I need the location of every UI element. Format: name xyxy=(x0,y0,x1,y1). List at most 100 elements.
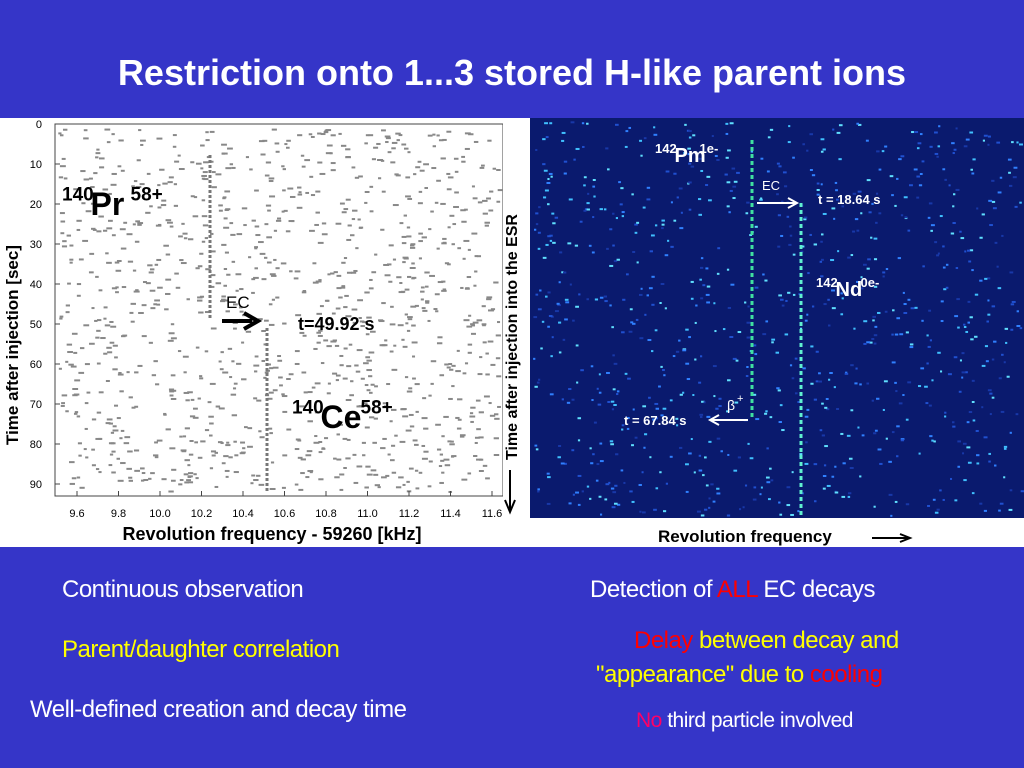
noise-dot xyxy=(172,145,177,148)
noise-dot xyxy=(643,446,646,449)
noise-dot xyxy=(542,163,546,166)
noise-dot xyxy=(1009,489,1013,492)
noise-dot xyxy=(929,145,933,148)
noise-dot xyxy=(199,375,203,378)
noise-dot xyxy=(594,298,599,301)
noise-dot xyxy=(473,140,479,143)
noise-dot xyxy=(307,420,313,423)
noise-dot xyxy=(537,490,540,493)
noise-dot xyxy=(588,244,592,247)
noise-dot xyxy=(403,147,409,150)
noise-dot xyxy=(799,453,803,456)
noise-dot xyxy=(76,476,81,479)
noise-dot xyxy=(776,387,780,390)
noise-dot xyxy=(364,201,368,204)
noise-dot xyxy=(165,278,172,281)
noise-dot xyxy=(422,309,428,312)
right-noise xyxy=(533,121,1024,517)
noise-dot xyxy=(969,316,973,319)
noise-dot xyxy=(586,208,590,211)
noise-dot xyxy=(66,234,72,237)
noise-dot xyxy=(256,399,262,402)
noise-dot xyxy=(389,350,394,353)
noise-dot xyxy=(395,174,401,177)
noise-dot xyxy=(123,442,130,445)
noise-dot xyxy=(493,454,500,457)
noise-dot xyxy=(457,398,463,401)
noise-dot xyxy=(107,351,113,354)
noise-dot xyxy=(268,180,274,183)
noise-dot xyxy=(105,252,109,255)
noise-dot xyxy=(188,453,194,456)
noise-dot xyxy=(263,376,267,379)
noise-dot xyxy=(596,463,600,466)
x-tick-label: 11.0 xyxy=(357,508,378,520)
noise-dot xyxy=(642,206,646,209)
noise-dot xyxy=(572,493,575,496)
noise-dot xyxy=(873,237,878,240)
noise-dot xyxy=(835,198,839,201)
noise-dot xyxy=(223,226,230,229)
noise-dot xyxy=(192,215,199,218)
noise-dot xyxy=(603,295,608,298)
noise-dot xyxy=(998,509,1001,512)
noise-dot xyxy=(685,328,689,331)
noise-dot xyxy=(847,492,852,495)
noise-dot xyxy=(634,223,638,226)
noise-dot xyxy=(184,481,189,484)
noise-dot xyxy=(114,261,120,264)
noise-dot xyxy=(485,477,490,480)
noise-dot xyxy=(586,485,590,488)
noise-dot xyxy=(713,395,716,398)
noise-dot xyxy=(873,285,878,288)
noise-dot xyxy=(963,145,968,148)
noise-dot xyxy=(554,216,559,219)
noise-dot xyxy=(356,465,363,468)
noise-dot xyxy=(1008,171,1011,174)
noise-dot xyxy=(794,392,798,395)
noise-dot xyxy=(584,208,588,211)
noise-dot xyxy=(665,170,670,173)
noise-dot xyxy=(330,162,336,165)
noise-dot xyxy=(356,349,363,352)
noise-dot xyxy=(955,127,958,130)
noise-dot xyxy=(712,365,717,368)
noise-dot xyxy=(564,318,568,321)
noise-dot xyxy=(647,339,652,342)
noise-dot xyxy=(849,466,854,469)
noise-dot xyxy=(766,170,770,173)
noise-dot xyxy=(791,377,795,380)
noise-dot xyxy=(879,462,883,465)
noise-dot xyxy=(253,397,258,400)
noise-dot xyxy=(612,354,615,357)
noise-dot xyxy=(436,247,440,250)
noise-dot xyxy=(470,406,476,409)
noise-dot xyxy=(141,472,146,475)
noise-dot xyxy=(920,367,925,370)
noise-dot xyxy=(223,268,228,271)
noise-dot xyxy=(157,286,163,289)
noise-dot xyxy=(138,129,142,132)
noise-dot xyxy=(631,500,635,503)
noise-dot xyxy=(747,442,750,445)
noise-dot xyxy=(616,390,620,393)
noise-dot xyxy=(317,334,323,337)
noise-dot xyxy=(690,165,695,168)
noise-dot xyxy=(653,126,656,129)
noise-dot xyxy=(91,418,97,421)
noise-dot xyxy=(271,298,275,301)
noise-dot xyxy=(1010,303,1015,306)
noise-dot xyxy=(561,131,566,134)
noise-dot xyxy=(824,406,828,409)
noise-dot xyxy=(418,471,423,474)
noise-dot xyxy=(81,202,86,205)
noise-dot xyxy=(841,205,845,208)
noise-dot xyxy=(338,296,343,299)
noise-dot xyxy=(224,209,229,212)
noise-dot xyxy=(837,250,840,253)
noise-dot xyxy=(399,440,406,443)
noise-dot xyxy=(725,132,729,135)
noise-dot xyxy=(148,271,154,274)
noise-dot xyxy=(128,396,133,399)
noise-dot xyxy=(769,128,774,131)
